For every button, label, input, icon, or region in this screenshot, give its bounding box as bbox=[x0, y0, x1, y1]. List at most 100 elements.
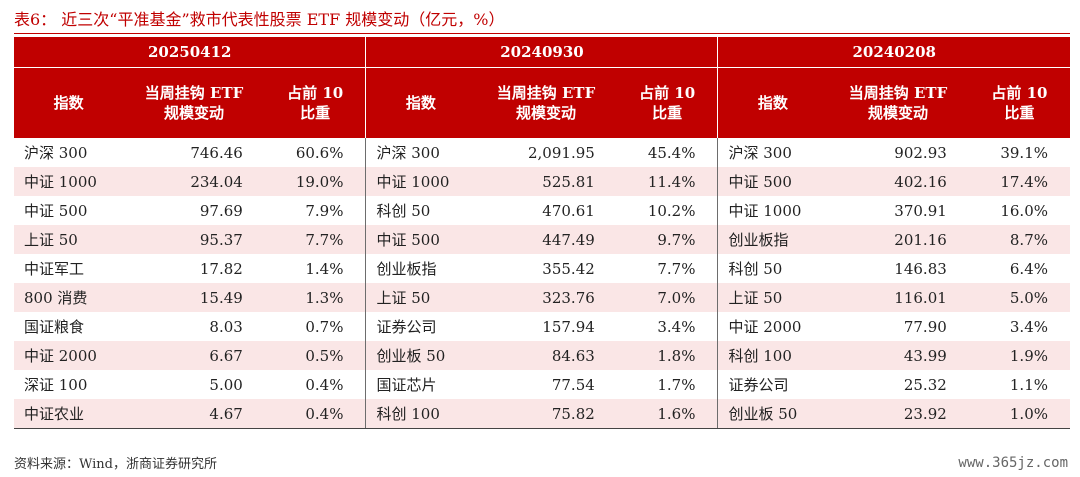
share-cell: 1.0% bbox=[968, 399, 1070, 429]
size-change-cell: 746.46 bbox=[190, 143, 243, 162]
size-change-cell: 447.49 bbox=[475, 225, 617, 254]
size-change-cell: 75.82 bbox=[475, 399, 617, 429]
share-cell: 19.0% bbox=[264, 167, 366, 196]
table-row: 中证 1000 234.04 19.0% 中证 1000 525.81 11.4% 中证 5… bbox=[14, 167, 1070, 196]
index-name-cell: 国证粮食 bbox=[24, 318, 85, 336]
group-header-1: 20250412 bbox=[14, 37, 366, 68]
share-cell: 16.0% bbox=[1000, 201, 1048, 220]
column-header-change-line1: 当周挂钩 ETF bbox=[496, 84, 596, 102]
index-name-cell: 中证 1000 bbox=[717, 196, 828, 225]
table-row: 上证 50 95.37 7.7% 中证 500 447.49 9.7% 创业板指 201.16… bbox=[14, 225, 1070, 254]
index-name-cell: 科创 100 bbox=[365, 399, 476, 429]
size-change-cell: 234.04 bbox=[123, 167, 265, 196]
share-cell: 39.1% bbox=[1000, 143, 1048, 162]
column-header-change: 当周挂钩 ETF 规模变动 bbox=[123, 67, 265, 138]
share-cell: 0.4% bbox=[305, 375, 344, 394]
column-header-share: 占前 10 比重 bbox=[264, 67, 366, 138]
size-change-cell: 84.63 bbox=[475, 341, 617, 370]
column-header-index: 指数 bbox=[717, 67, 828, 138]
share-cell: 1.6% bbox=[616, 399, 718, 429]
size-change-cell: 323.76 bbox=[475, 283, 617, 312]
size-change-cell: 17.82 bbox=[199, 259, 243, 278]
table-row: 中证 2000 6.67 0.5% 创业板 50 84.63 1.8% 科创 100 43.9… bbox=[14, 341, 1070, 370]
column-header-share-line1: 占前 10 bbox=[991, 84, 1048, 102]
size-change-cell: 43.99 bbox=[827, 341, 969, 370]
share-cell: 1.1% bbox=[1009, 375, 1048, 394]
index-name-cell: 证券公司 bbox=[365, 312, 476, 341]
column-header-index: 指数 bbox=[365, 67, 476, 138]
table-row: 沪深 300 746.46 60.6% 沪深 300 2,091.95 45.4% 沪深 3… bbox=[14, 138, 1070, 167]
column-header-share-line2: 比重 bbox=[300, 104, 331, 122]
size-change-cell: 902.93 bbox=[894, 143, 947, 162]
index-name-cell: 中证 2000 bbox=[717, 312, 828, 341]
size-change-cell: 23.92 bbox=[827, 399, 969, 429]
index-name-cell: 中证 500 bbox=[24, 202, 88, 220]
share-cell: 8.7% bbox=[968, 225, 1070, 254]
column-header-share-line2: 比重 bbox=[652, 104, 683, 122]
column-header-change-line2: 规模变动 bbox=[515, 104, 576, 122]
share-cell: 11.4% bbox=[616, 167, 718, 196]
index-name-cell: 沪深 300 bbox=[24, 144, 88, 162]
share-cell: 1.9% bbox=[968, 341, 1070, 370]
table-row: 深证 100 5.00 0.4% 国证芯片 77.54 1.7% 证券公司 25.32 1.1% bbox=[14, 370, 1070, 399]
index-name-cell: 800 消费 bbox=[14, 283, 124, 312]
index-name-cell: 中证 500 bbox=[717, 167, 828, 196]
size-change-cell: 201.16 bbox=[827, 225, 969, 254]
share-cell: 1.8% bbox=[616, 341, 718, 370]
share-cell: 3.4% bbox=[657, 317, 696, 336]
source-note: 资料来源：Wind，浙商证券研究所 bbox=[14, 457, 217, 472]
size-change-cell: 6.67 bbox=[123, 341, 265, 370]
column-header-change-line1: 当周挂钩 ETF bbox=[848, 84, 948, 102]
watermark: www.365jz.com bbox=[958, 455, 1068, 471]
column-header-change-line1: 当周挂钩 ETF bbox=[144, 84, 244, 102]
share-cell: 1.7% bbox=[657, 375, 696, 394]
size-change-cell: 95.37 bbox=[123, 225, 265, 254]
share-cell: 0.4% bbox=[264, 399, 366, 429]
size-change-cell: 5.00 bbox=[209, 375, 243, 394]
size-change-cell: 470.61 bbox=[542, 201, 595, 220]
share-cell: 1.4% bbox=[305, 259, 344, 278]
column-header-change: 当周挂钩 ETF 规模变动 bbox=[475, 67, 617, 138]
size-change-cell: 402.16 bbox=[827, 167, 969, 196]
column-header-share-line1: 占前 10 bbox=[639, 84, 696, 102]
index-name-cell: 证券公司 bbox=[717, 370, 828, 399]
table-title: 表6： 近三次“平准基金”救市代表性股票 ETF 规模变动（亿元，%） bbox=[14, 10, 505, 29]
size-change-cell: 77.54 bbox=[551, 375, 595, 394]
share-cell: 3.4% bbox=[1009, 317, 1048, 336]
index-name-cell: 中证 2000 bbox=[14, 341, 124, 370]
index-name-cell: 沪深 300 bbox=[365, 138, 476, 167]
index-name-cell: 中证 1000 bbox=[14, 167, 124, 196]
column-header-change-line2: 规模变动 bbox=[164, 104, 225, 122]
column-header-share-line1: 占前 10 bbox=[287, 84, 344, 102]
index-name-cell: 创业板 50 bbox=[365, 341, 476, 370]
table-row: 国证粮食 8.03 0.7% 证券公司 157.94 3.4% 中证 2000 77.90 3.… bbox=[14, 312, 1070, 341]
index-name-cell: 科创 50 bbox=[717, 254, 828, 283]
share-cell: 7.7% bbox=[657, 259, 696, 278]
size-change-cell: 2,091.95 bbox=[528, 143, 595, 162]
group-header-3: 20240208 bbox=[717, 37, 1070, 68]
share-cell: 60.6% bbox=[295, 143, 344, 162]
column-header-change: 当周挂钩 ETF 规模变动 bbox=[827, 67, 969, 138]
share-cell: 10.2% bbox=[647, 201, 696, 220]
size-change-cell: 15.49 bbox=[123, 283, 265, 312]
index-name-cell: 上证 50 bbox=[717, 283, 828, 312]
share-cell: 7.7% bbox=[264, 225, 366, 254]
index-name-cell: 创业板 50 bbox=[717, 399, 828, 429]
share-cell: 1.3% bbox=[264, 283, 366, 312]
index-name-cell: 科创 100 bbox=[717, 341, 828, 370]
table-row: 中证军工 17.82 1.4% 创业板指 355.42 7.7% 科创 50 146.83 6.… bbox=[14, 254, 1070, 283]
size-change-cell: 146.83 bbox=[894, 259, 947, 278]
column-header-change-line2: 规模变动 bbox=[867, 104, 928, 122]
index-name-cell: 上证 50 bbox=[14, 225, 124, 254]
size-change-cell: 370.91 bbox=[894, 201, 947, 220]
column-header-share-line2: 比重 bbox=[1004, 104, 1035, 122]
share-cell: 45.4% bbox=[647, 143, 696, 162]
table-row: 中证 500 97.69 7.9% 科创 50 470.61 10.2% 中证 1000 37… bbox=[14, 196, 1070, 225]
index-name-cell: 中证 500 bbox=[365, 225, 476, 254]
group-header-2: 20240930 bbox=[365, 37, 718, 68]
index-name-cell: 深证 100 bbox=[24, 376, 88, 394]
index-name-cell: 中证 1000 bbox=[365, 167, 476, 196]
share-cell: 0.7% bbox=[305, 317, 344, 336]
size-change-cell: 77.90 bbox=[903, 317, 947, 336]
column-header-share: 占前 10 比重 bbox=[968, 67, 1070, 138]
